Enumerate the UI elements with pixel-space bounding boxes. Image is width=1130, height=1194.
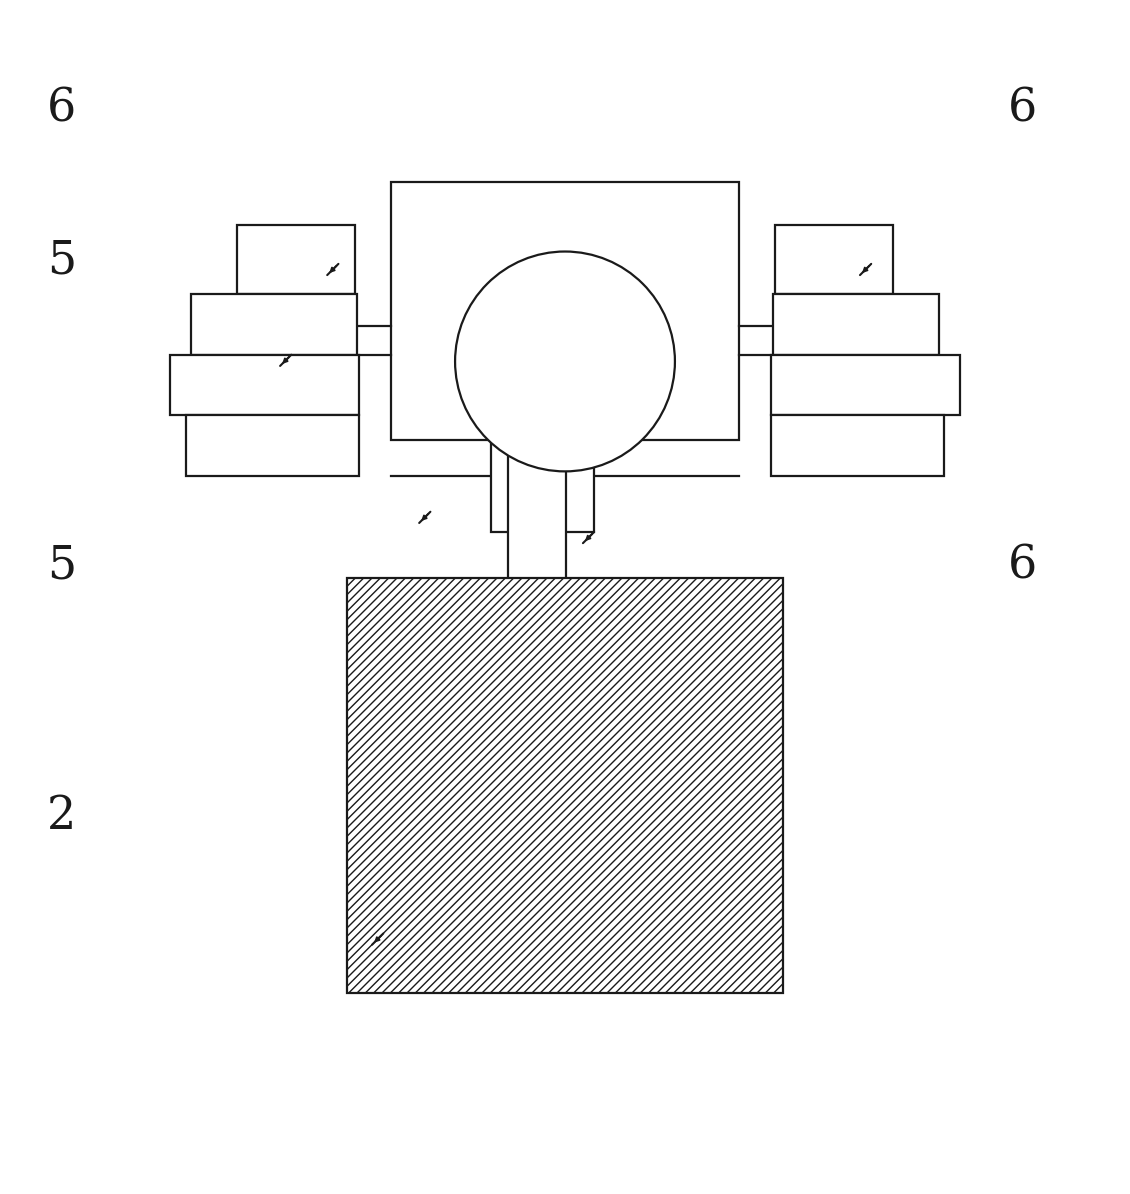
Bar xyxy=(507,439,566,586)
Bar xyxy=(185,416,358,476)
Bar xyxy=(171,355,358,416)
Text: 5: 5 xyxy=(46,238,76,283)
Text: 6: 6 xyxy=(1008,543,1037,589)
Bar xyxy=(347,578,783,993)
Bar xyxy=(490,439,594,533)
Circle shape xyxy=(455,252,675,472)
Bar xyxy=(773,294,939,355)
Bar xyxy=(191,294,357,355)
Text: 6: 6 xyxy=(46,87,76,131)
Text: 2: 2 xyxy=(46,793,76,838)
Text: 5: 5 xyxy=(46,543,76,589)
Text: 6: 6 xyxy=(1008,87,1037,131)
Bar xyxy=(391,181,739,439)
Bar xyxy=(775,224,893,294)
Bar xyxy=(772,355,959,416)
Bar xyxy=(772,416,945,476)
Bar xyxy=(237,224,355,294)
